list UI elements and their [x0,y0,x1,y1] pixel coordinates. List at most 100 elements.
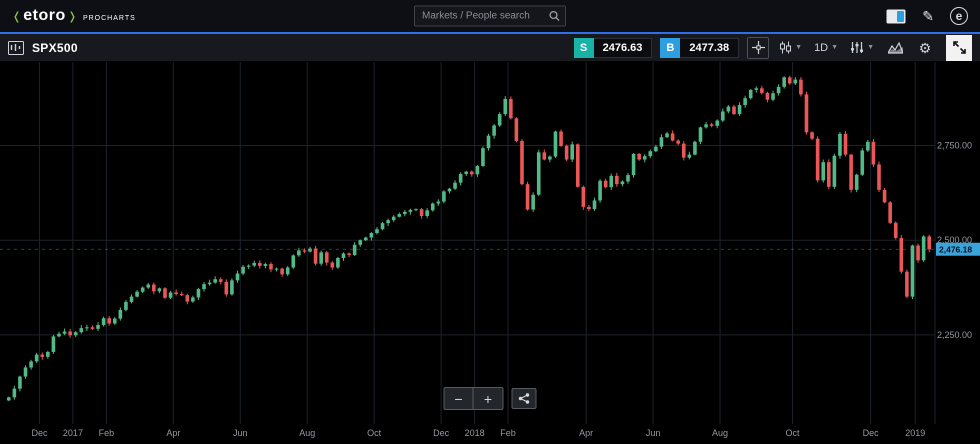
etoro-logo[interactable]: ❬ etoro ❭ PROCHARTS [12,7,136,25]
candlestick [347,253,351,255]
candlestick [893,222,898,238]
x-axis-label: Dec [31,428,48,438]
candlestick [888,202,892,223]
candlestick [910,245,915,297]
candlestick [324,252,329,263]
sell-button[interactable]: S 2476.63 [573,37,653,58]
settings-button[interactable]: ⚙ [914,37,936,59]
candlestick [252,262,257,266]
candlestick [882,189,887,203]
candlestick [603,180,608,188]
candlestick [430,203,435,211]
candlestick [648,151,653,157]
candlestick [771,93,775,100]
candlestick [754,88,759,90]
x-axis-label: Jun [646,428,661,438]
candlestick [179,293,184,296]
fullscreen-button[interactable] [946,34,972,61]
candlestick [157,288,162,292]
sell-badge: S [573,37,594,58]
zoom-out-button[interactable]: − [445,388,474,409]
x-axis-label: 2019 [905,428,925,438]
candlestick [118,309,123,319]
candlestick [336,258,340,268]
candlestick [453,182,457,189]
candlestick [776,86,781,94]
crosshair-button[interactable] [747,36,770,59]
candlestick [403,211,407,215]
layout-icon[interactable] [886,9,906,24]
x-axis-label: 2018 [465,428,485,438]
y-axis-label: 2,500.00 [937,235,972,245]
candlestick [369,233,374,238]
header-actions: ✎ e [886,7,968,25]
search-input[interactable] [420,9,549,23]
candlestick [364,237,368,241]
candlestick [302,250,307,252]
share-button[interactable] [511,388,537,409]
candlestick [90,327,95,329]
candlestick [386,220,390,224]
candlestick [849,154,853,190]
toolbar-actions: S 2476.63 B 2477.38 [573,34,972,61]
candlestick [358,240,363,245]
compare-button[interactable] [884,37,906,59]
candlestick [419,209,424,216]
logo-wing-left-icon: ❬ [12,11,22,23]
candlestick [620,181,625,185]
pencil-icon[interactable]: ✎ [922,7,934,24]
candlestick [124,301,128,310]
candlestick [469,171,474,175]
chart-symbol-icon[interactable] [8,40,24,55]
procharts-label: PROCHARTS [82,14,136,22]
candlestick [637,153,641,160]
candlestick [815,138,820,181]
candlestick [269,264,273,270]
candlestick [174,292,178,294]
candlestick [827,162,831,187]
candlestick [793,79,798,84]
buy-button[interactable]: B 2477.38 [660,37,740,58]
candlestick [29,361,33,368]
candlestick [241,266,245,274]
candlestick [263,264,268,266]
candlestick [352,244,357,255]
candlestick [916,245,920,261]
candlestick [497,114,502,126]
gear-icon: ⚙ [918,39,932,56]
candlestick [548,156,552,160]
zoom-in-button[interactable]: + [474,388,503,409]
price-chart[interactable]: 2,750.00 2,500.00 2,250.00 Dec 2017 Feb Apr Jun… [0,62,980,444]
chart-type-button[interactable]: ▼ [777,37,804,59]
candlestick [921,236,926,261]
candlestick [854,174,859,190]
x-axis-label: Feb [99,428,115,438]
candlestick [341,253,346,259]
y-axis-label: 2,250.00 [937,330,972,340]
indicators-button[interactable]: ▼ [848,37,876,59]
candlestick [553,131,558,157]
candlestick [140,287,145,292]
candlestick [765,92,770,100]
candlestick [760,88,764,93]
x-axis-label: Dec [863,428,880,438]
x-axis-label: Jun [233,428,248,438]
candlestick [425,210,429,216]
candlestick [51,336,56,352]
chevron-down-icon: ▼ [831,44,839,51]
candlestick [213,279,217,283]
etoro-e-icon[interactable]: e [950,7,968,25]
sell-price: 2476.63 [593,37,653,58]
candlestick [191,297,195,302]
search-box[interactable] [414,5,566,27]
candlestick [79,328,84,333]
candlestick [704,124,708,128]
candlestick [843,133,848,155]
candlestick [319,252,323,264]
chart-area: 2,750.00 2,500.00 2,250.00 Dec 2017 Feb Apr Jun… [0,62,980,444]
candlestick [592,200,597,210]
candlestick [442,191,446,202]
candlestick [832,155,837,187]
candlestick [291,255,296,268]
timeframe-button[interactable]: 1D ▼ [812,37,840,59]
